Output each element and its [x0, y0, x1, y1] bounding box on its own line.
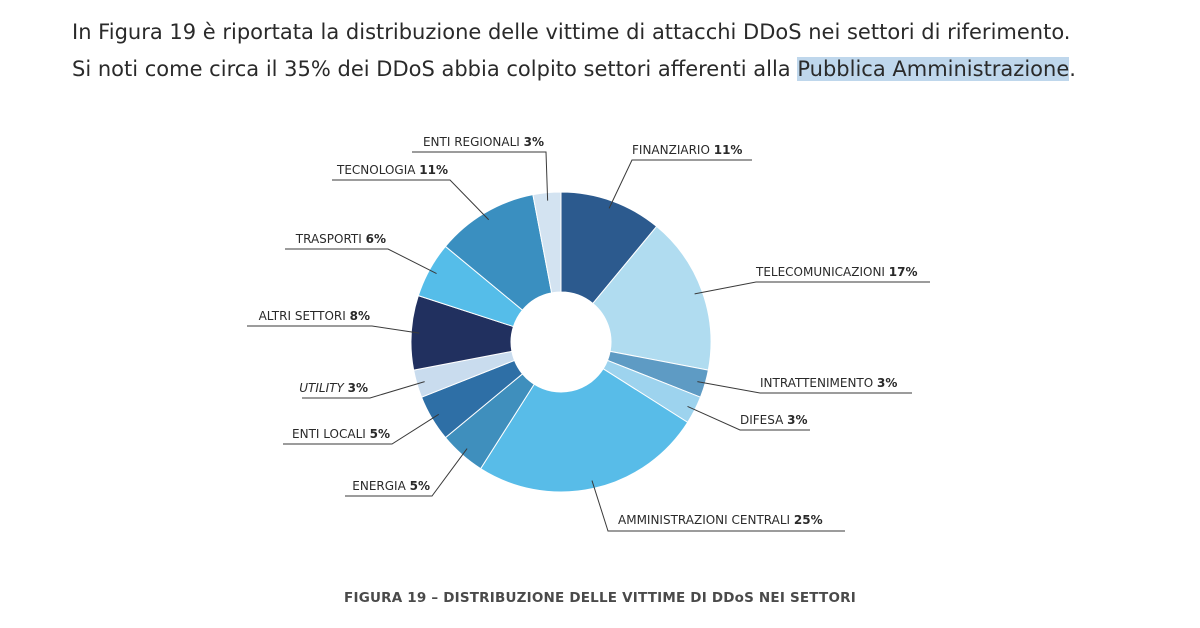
- leader-line-energia: [345, 448, 468, 497]
- chart-labels: FINANZIARIO 11% TELECOMUNICAZIONI 17% INTR…: [259, 135, 918, 527]
- label-energia: ENERGIA 5%: [352, 479, 430, 493]
- intro-line-2-end: .: [1069, 57, 1076, 81]
- label-enti-regionali: ENTI REGIONALI 3%: [423, 135, 544, 149]
- chart-slices: [410, 191, 712, 493]
- leader-line-trasporti: [285, 248, 437, 275]
- leader-line-telecomunicazioni: [694, 281, 930, 295]
- label-intrattenimento: INTRATTENIMENTO 3%: [760, 376, 897, 390]
- intro-line-2-text: Si noti come circa il 35% dei DDoS abbia…: [72, 57, 798, 81]
- intro-highlight: Pubblica Amministrazione: [797, 57, 1070, 81]
- leader-line-amministrazioni-centrali: [591, 480, 845, 532]
- label-difesa: DIFESA 3%: [740, 413, 808, 427]
- donut-hole: [511, 292, 611, 392]
- leader-line-enti-locali: [283, 413, 440, 445]
- leader-line-difesa: [687, 406, 810, 431]
- label-altri-settori: ALTRI SETTORI 8%: [259, 309, 370, 323]
- leader-line-altri-settori: [247, 325, 420, 334]
- label-enti-locali: ENTI LOCALI 5%: [292, 427, 390, 441]
- label-trasporti: TRASPORTI 6%: [295, 232, 386, 246]
- leader-line-enti-regionali: [412, 151, 549, 201]
- label-tecnologia: TECNOLOGIA 11%: [336, 163, 448, 177]
- chart-leader-lines: [247, 151, 930, 532]
- label-telecomunicazioni: TELECOMUNICAZIONI 17%: [755, 265, 918, 279]
- intro-line-2: Si noti come circa il 35% dei DDoS abbia…: [72, 51, 1172, 88]
- leader-line-intrattenimento: [697, 381, 912, 394]
- leader-line-tecnologia: [332, 179, 490, 221]
- label-amministrazioni-centrali: AMMINISTRAZIONI CENTRALI 25%: [618, 513, 823, 527]
- leader-line-utility: [302, 381, 425, 399]
- intro-line-1: In Figura 19 è riportata la distribuzion…: [72, 20, 1071, 44]
- label-finanziario: FINANZIARIO 11%: [632, 143, 742, 157]
- figure-caption: FIGURA 19 – DISTRIBUZIONE DELLE VITTIME …: [344, 590, 856, 606]
- leader-line-finanziario: [608, 159, 752, 209]
- label-utility: UTILITY 3%: [299, 381, 368, 395]
- intro-text: In Figura 19 è riportata la distribuzion…: [72, 14, 1172, 88]
